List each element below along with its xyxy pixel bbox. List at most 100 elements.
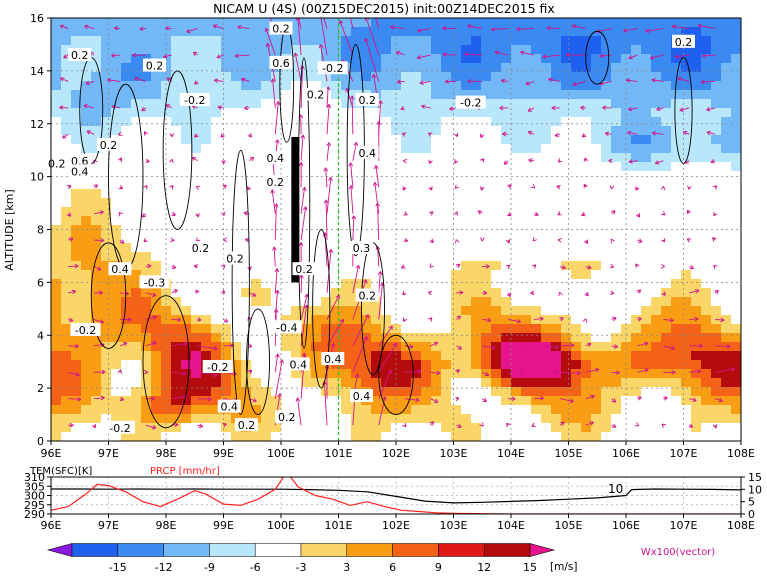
heat-cell (531, 153, 542, 163)
heat-cell (511, 297, 522, 307)
colorbar-label: -6 (250, 561, 261, 574)
heat-cell (661, 198, 672, 208)
heat-cell (701, 423, 712, 433)
heat-cell (691, 297, 702, 307)
heat-cell (501, 81, 512, 91)
heat-cell (401, 252, 412, 262)
heat-cell (201, 261, 212, 271)
heat-cell (301, 288, 312, 298)
heat-cell (561, 207, 572, 217)
heat-cell (281, 72, 292, 82)
heat-cell (401, 189, 412, 199)
heat-cell (91, 36, 102, 46)
heat-cell (721, 189, 732, 199)
heat-cell (121, 189, 132, 199)
heat-cell (591, 36, 602, 46)
heat-cell (261, 207, 272, 217)
heat-cell (611, 18, 622, 28)
heat-cell (181, 162, 192, 172)
heat-cell (101, 198, 112, 208)
heat-cell (721, 90, 732, 100)
heat-cell (731, 117, 742, 127)
heat-cell (341, 135, 352, 145)
heat-cell (501, 36, 512, 46)
heat-cell (721, 405, 732, 415)
wind-vector (517, 29, 534, 30)
heat-cell (711, 333, 722, 343)
contour-label: 0.2 (272, 23, 290, 36)
heat-cell (121, 18, 132, 28)
heat-cell (181, 333, 192, 343)
heat-cell (461, 315, 472, 325)
heat-cell (481, 126, 492, 136)
heat-cell (251, 126, 262, 136)
heat-cell (571, 288, 582, 298)
heat-cell (641, 198, 652, 208)
heat-cell (701, 324, 712, 334)
heat-cell (671, 108, 682, 118)
heat-cell (731, 378, 742, 388)
heat-cell (451, 18, 462, 28)
heat-cell (131, 189, 142, 199)
heat-cell (251, 27, 262, 37)
x-tick-label: 97E (98, 447, 119, 460)
heat-cell (101, 180, 112, 190)
heat-cell (701, 45, 712, 55)
heat-cell (51, 243, 62, 253)
heat-cell (481, 207, 492, 217)
heat-cell (491, 432, 502, 442)
heat-cell (61, 405, 72, 415)
heat-cell (51, 324, 62, 334)
heat-cell (491, 72, 502, 82)
heat-cell (401, 18, 412, 28)
heat-cell (611, 189, 622, 199)
heat-cell (581, 18, 592, 28)
heat-cell (111, 36, 122, 46)
heat-cell (401, 54, 412, 64)
heat-cell (461, 306, 472, 316)
heat-cell (701, 270, 712, 280)
heat-cell (111, 288, 122, 298)
heat-cell (571, 189, 582, 199)
heat-cell (581, 180, 592, 190)
heat-cell (351, 315, 362, 325)
heat-cell (711, 18, 722, 28)
heat-cell (561, 360, 572, 370)
y-tick-label: 14 (30, 65, 44, 78)
heat-cell (61, 216, 72, 226)
heat-cell (71, 351, 82, 361)
heat-cell (551, 81, 562, 91)
heat-cell (331, 144, 342, 154)
heat-cell (181, 261, 192, 271)
heat-cell (711, 198, 722, 208)
heat-cell (661, 279, 672, 289)
heat-cell (61, 342, 72, 352)
heat-cell (681, 351, 692, 361)
heat-cell (511, 99, 522, 109)
heat-cell (591, 18, 602, 28)
heat-cell (301, 117, 312, 127)
heat-cell (691, 324, 702, 334)
heat-cell (61, 432, 72, 442)
heat-cell (731, 45, 742, 55)
heat-cell (221, 333, 232, 343)
heat-cell (641, 234, 652, 244)
heat-cell (681, 342, 692, 352)
heat-cell (91, 216, 102, 226)
heat-cell (701, 135, 712, 145)
heat-cell (91, 297, 102, 307)
heat-cell (661, 306, 672, 316)
heat-cell (681, 378, 692, 388)
heat-cell (261, 414, 272, 424)
heat-cell (221, 162, 232, 172)
heat-cell (671, 198, 682, 208)
heat-cell (311, 405, 322, 415)
heat-cell (521, 324, 532, 334)
heat-cell (671, 189, 682, 199)
heat-cell (561, 171, 572, 181)
heat-cell (111, 126, 122, 136)
heat-cell (511, 72, 522, 82)
heat-cell (601, 423, 612, 433)
heat-cell (671, 243, 682, 253)
heat-cell (641, 252, 652, 262)
